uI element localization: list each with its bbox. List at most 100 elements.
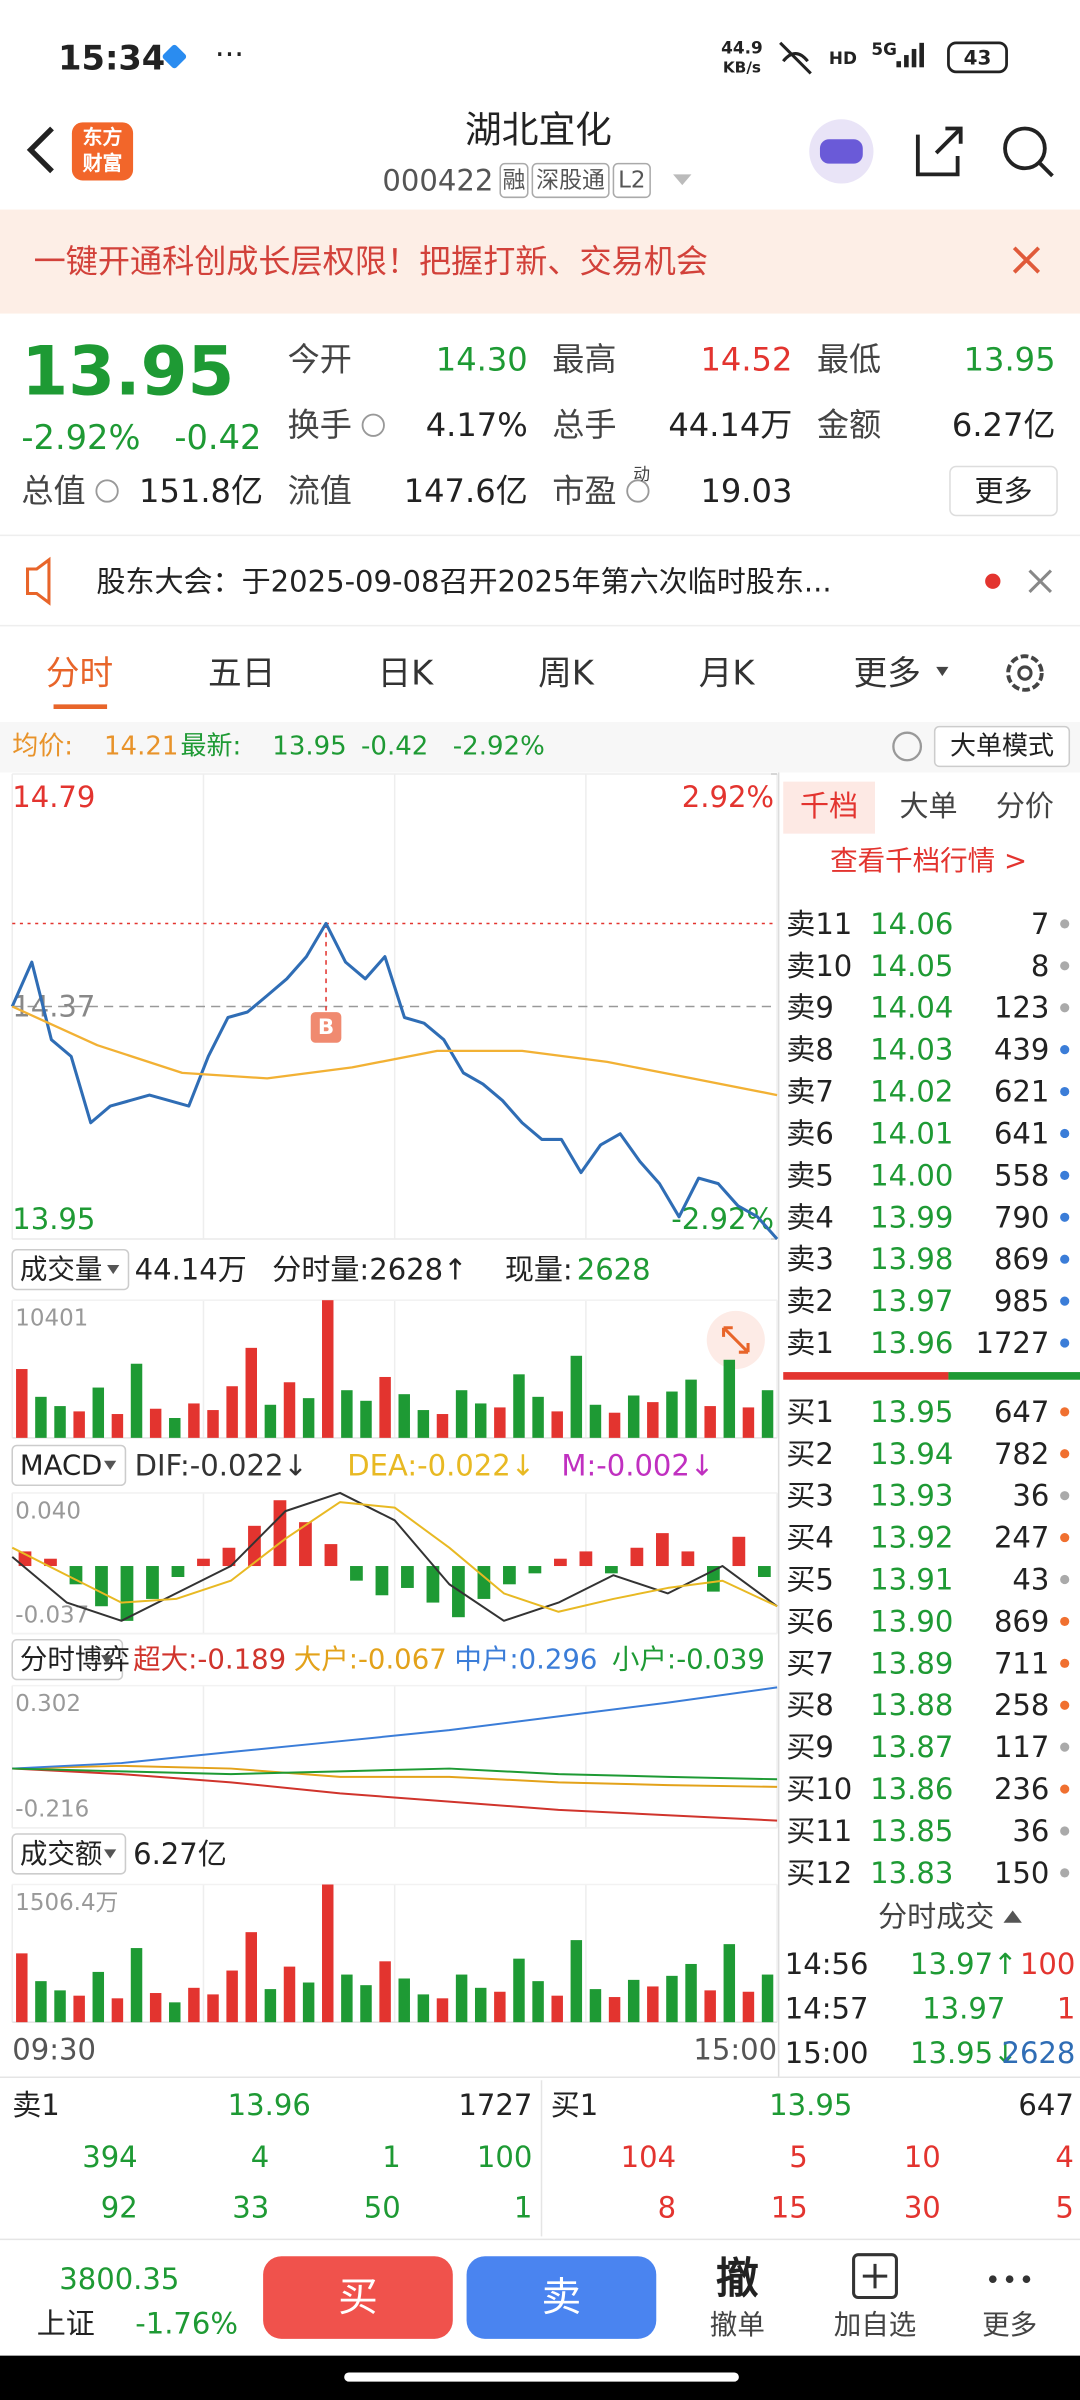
buy-label[interactable]: 买 bbox=[338, 2275, 378, 2321]
book-tab[interactable]: 大单 bbox=[900, 789, 958, 823]
banner-text[interactable]: 一键开通科创成长层权限！把握打新、交易机会 bbox=[34, 243, 708, 281]
code-dropdown[interactable] bbox=[673, 174, 692, 186]
book-volume: 869 bbox=[994, 1242, 1049, 1276]
series-line bbox=[12, 1764, 778, 1788]
bar bbox=[188, 1987, 200, 2023]
trade-volume: 2628 bbox=[1001, 2036, 1075, 2070]
mode-button[interactable] bbox=[933, 725, 1071, 768]
book-level: 卖7 bbox=[786, 1075, 834, 1109]
net-speed: 44.9 bbox=[721, 37, 762, 57]
indicator-selector[interactable] bbox=[11, 1248, 130, 1291]
book-level: 买12 bbox=[786, 1856, 852, 1890]
y-tick-label: 1506.4万 bbox=[15, 1890, 118, 1916]
cancel-label[interactable]: 撤单 bbox=[710, 2309, 765, 2341]
legend-entry: 超大:-0.189 bbox=[133, 1644, 286, 1676]
book-volume: 150 bbox=[994, 1856, 1049, 1890]
notice-text[interactable]: 股东大会：于2025-09-08召开2025年第六次临时股东... bbox=[96, 564, 831, 598]
bar bbox=[666, 1391, 678, 1438]
bar bbox=[73, 1995, 85, 2023]
book-volume: 558 bbox=[994, 1158, 1049, 1192]
bar bbox=[494, 1407, 506, 1438]
bar bbox=[532, 1981, 544, 2023]
info-icon[interactable] bbox=[95, 479, 119, 503]
bar bbox=[742, 1407, 755, 1438]
book-price: 13.89 bbox=[870, 1646, 953, 1680]
notice-close[interactable] bbox=[1028, 569, 1053, 594]
sell-button[interactable] bbox=[466, 2256, 657, 2339]
info-value: 14.21 bbox=[104, 731, 178, 761]
settings-button[interactable] bbox=[1006, 654, 1044, 692]
info-icon[interactable] bbox=[626, 479, 650, 503]
bar bbox=[35, 1981, 47, 2023]
field-value: 44.14万 bbox=[668, 406, 792, 444]
legend-entry: 小户:-0.039 bbox=[612, 1644, 765, 1676]
tab[interactable]: 五日 bbox=[208, 654, 275, 693]
book-tab[interactable]: 分价 bbox=[996, 789, 1054, 823]
size-dot bbox=[1060, 1407, 1070, 1417]
home-indicator[interactable] bbox=[344, 2372, 739, 2382]
field-value: 14.52 bbox=[700, 340, 792, 378]
battery bbox=[947, 41, 1008, 74]
queue-order: 33 bbox=[232, 2190, 269, 2224]
tab[interactable]: 更多 bbox=[854, 654, 921, 693]
tab[interactable]: 周K bbox=[538, 654, 595, 693]
info-icon[interactable] bbox=[361, 413, 385, 437]
more-dot bbox=[1022, 2275, 1031, 2283]
book-level: 买3 bbox=[786, 1479, 834, 1513]
indicator-selector[interactable] bbox=[11, 1444, 127, 1487]
book-tab[interactable]: 千档 bbox=[800, 789, 858, 823]
tab-dropdown[interactable] bbox=[936, 666, 949, 677]
banner-background bbox=[0, 209, 1080, 314]
book-volume: 117 bbox=[994, 1730, 1049, 1764]
sell-label[interactable]: 卖 bbox=[542, 2275, 582, 2321]
buy-button[interactable] bbox=[263, 2256, 453, 2339]
book-volume: 7 bbox=[1031, 907, 1049, 941]
watch-button[interactable] bbox=[852, 2253, 898, 2300]
more-dot bbox=[1005, 2275, 1014, 2283]
bar bbox=[551, 1995, 563, 2023]
tab[interactable]: 日K bbox=[378, 654, 435, 693]
y2-tick-label: 2.92% bbox=[682, 780, 774, 814]
now-label: 现量: bbox=[505, 1253, 573, 1287]
change: -0.42 bbox=[174, 418, 261, 457]
book-price: 13.91 bbox=[870, 1563, 953, 1597]
bar bbox=[322, 1300, 334, 1438]
bar bbox=[379, 1961, 391, 2023]
logo-text: 东方 bbox=[83, 126, 123, 149]
watch-label[interactable]: 加自选 bbox=[834, 2309, 917, 2341]
tag-box bbox=[499, 162, 529, 199]
app-logo bbox=[71, 122, 134, 181]
tab[interactable]: 分时 bbox=[46, 654, 113, 693]
more-label[interactable]: 更多 bbox=[982, 2309, 1037, 2341]
stock-name: 湖北宜化 bbox=[465, 109, 612, 152]
field-label: 今开 bbox=[288, 340, 352, 378]
bar bbox=[283, 1966, 296, 2023]
collapse-arrow[interactable] bbox=[1003, 1910, 1022, 1923]
cancel-icon[interactable]: 撤 bbox=[716, 2254, 759, 2304]
bar bbox=[245, 1932, 257, 2023]
macd-bar bbox=[656, 1533, 669, 1567]
info-value: -0.42 bbox=[361, 731, 428, 761]
mode-label[interactable]: 大单模式 bbox=[950, 731, 1054, 761]
indicator-selector[interactable] bbox=[11, 1833, 127, 1875]
bar bbox=[302, 1398, 315, 1438]
back-button[interactable] bbox=[26, 126, 54, 174]
more-dot[interactable] bbox=[988, 2275, 997, 2283]
share-button[interactable] bbox=[915, 126, 963, 177]
banner-close[interactable] bbox=[1012, 246, 1041, 274]
more-label[interactable]: 更多 bbox=[974, 474, 1032, 508]
size-dot bbox=[1060, 1533, 1070, 1543]
trade-time: 14:57 bbox=[785, 1991, 869, 2025]
search-button[interactable] bbox=[1003, 126, 1047, 171]
more-button[interactable] bbox=[949, 465, 1058, 517]
bar bbox=[455, 1390, 468, 1438]
book-link[interactable]: 查看千档行情 > bbox=[830, 845, 1027, 877]
bar bbox=[608, 1412, 621, 1438]
indicator-selector[interactable] bbox=[11, 1639, 124, 1681]
help-icon[interactable] bbox=[892, 731, 923, 762]
tab[interactable]: 月K bbox=[699, 654, 756, 693]
macd-bar bbox=[503, 1566, 516, 1585]
book-volume: 985 bbox=[994, 1284, 1049, 1318]
book-level: 买11 bbox=[786, 1814, 852, 1848]
legend-entry: 大户:-0.067 bbox=[294, 1644, 447, 1676]
